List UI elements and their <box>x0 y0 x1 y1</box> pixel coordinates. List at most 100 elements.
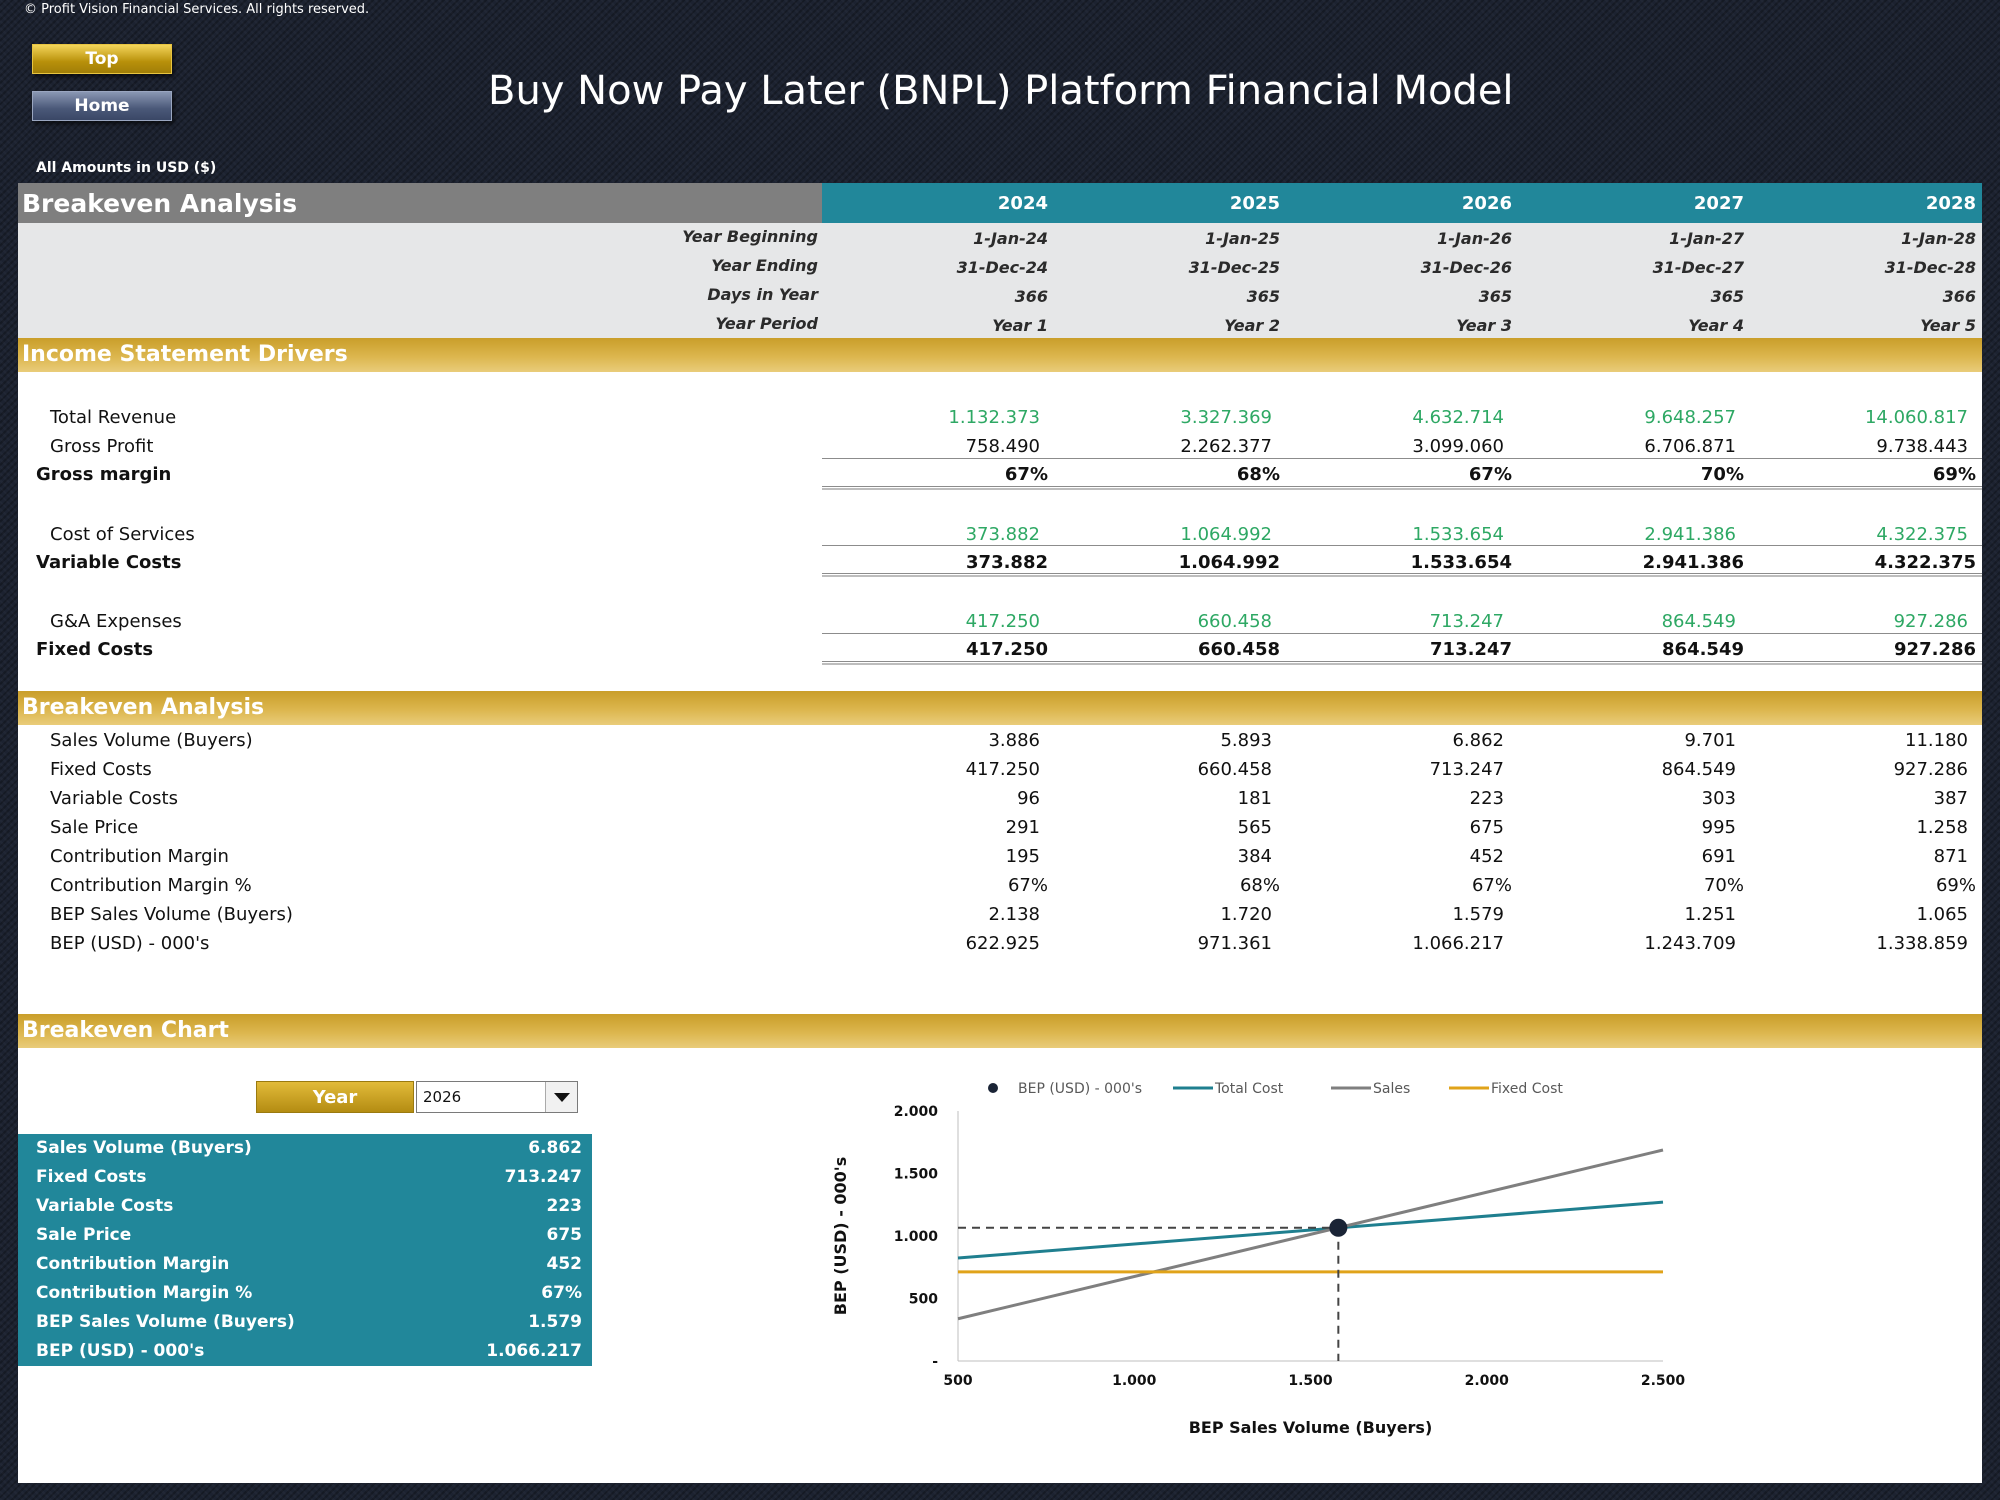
legend-label: Sales <box>1373 1081 1410 1097</box>
year-summary-panel: Sales Volume (Buyers) 6.862 Fixed Costs 713… <box>18 1134 592 1366</box>
timeline-label: Year Ending <box>711 256 818 275</box>
summary-label: Sale Price <box>36 1225 132 1245</box>
cell-value: 4.322.375 <box>1874 552 1976 573</box>
row-label: BEP (USD) - 000's <box>50 933 210 954</box>
cell-value: 9.701 <box>1684 730 1736 751</box>
cell-value: 387 <box>1933 788 1968 809</box>
breakeven-section-title: Breakeven Analysis <box>22 695 265 720</box>
cell-value: 417.250 <box>965 611 1040 632</box>
timeline-value: 1-Jan-25 <box>1205 229 1280 248</box>
y-tick-label: 1.000 <box>894 1229 939 1245</box>
cell-value: 1.533.654 <box>1412 524 1504 545</box>
timeline-value: Year 1 <box>992 316 1048 335</box>
cell-value: 67% <box>1004 464 1048 485</box>
cell-value: 9.738.443 <box>1876 436 1968 457</box>
cell-value: 675 <box>1469 817 1504 838</box>
cell-value: 14.060.817 <box>1864 407 1968 428</box>
row-label: Fixed Costs <box>50 759 152 780</box>
summary-value: 713.247 <box>504 1167 582 1187</box>
summary-label: BEP (USD) - 000's <box>36 1341 205 1361</box>
cell-value: 195 <box>1005 846 1040 867</box>
cell-value: 927.286 <box>1893 759 1968 780</box>
timeline-value: 31-Dec-26 <box>1420 258 1512 277</box>
timeline-value: 1-Jan-26 <box>1437 229 1512 248</box>
cell-value: 4.322.375 <box>1876 524 1968 545</box>
home-button[interactable]: Home <box>32 91 172 121</box>
cell-value: 373.882 <box>965 524 1040 545</box>
chart-section-title: Breakeven Chart <box>22 1018 229 1043</box>
summary-label: Contribution Margin <box>36 1254 230 1274</box>
legend-label: BEP (USD) - 000's <box>1018 1081 1142 1097</box>
sheet-title: Breakeven Analysis <box>22 189 298 218</box>
cell-value: 622.925 <box>965 933 1040 954</box>
row-label: G&A Expenses <box>50 611 182 632</box>
timeline-value: 366 <box>1014 287 1048 306</box>
copyright-text: © Profit Vision Financial Services. All … <box>24 2 370 17</box>
income-section-title: Income Statement Drivers <box>22 342 348 367</box>
timeline-value: 365 <box>1478 287 1512 306</box>
summary-label: Variable Costs <box>36 1196 174 1216</box>
summary-value: 675 <box>546 1225 583 1245</box>
cell-value: 6.706.871 <box>1644 436 1736 457</box>
y-tick-label: 500 <box>909 1292 938 1308</box>
summary-value: 6.862 <box>528 1138 582 1158</box>
timeline-value: 31-Dec-24 <box>956 258 1048 277</box>
page-title: Buy Now Pay Later (BNPL) Platform Financ… <box>488 68 1514 114</box>
cell-value: 2.262.377 <box>1180 436 1272 457</box>
cell-value: 68% <box>1239 875 1280 896</box>
cell-value: 1.258 <box>1916 817 1968 838</box>
y-tick-label: - <box>932 1354 938 1370</box>
summary-row: Contribution Margin 452 <box>18 1250 592 1279</box>
legend-label: Total Cost <box>1214 1081 1284 1097</box>
timeline-value: 366 <box>1942 287 1976 306</box>
row-label: Sale Price <box>50 817 139 838</box>
timeline-value: 31-Dec-28 <box>1884 258 1976 277</box>
cell-value: 3.886 <box>988 730 1040 751</box>
chevron-down-icon[interactable] <box>545 1082 577 1112</box>
y-axis-title: BEP (USD) - 000's <box>831 1157 850 1315</box>
legend-label: Fixed Cost <box>1491 1081 1563 1097</box>
cell-value: 452 <box>1469 846 1504 867</box>
summary-value: 1.066.217 <box>486 1341 582 1361</box>
summary-row: Sales Volume (Buyers) 6.862 <box>18 1134 592 1163</box>
cell-value: 2.138 <box>988 904 1040 925</box>
x-axis-title: BEP Sales Volume (Buyers) <box>1189 1418 1433 1437</box>
row-label: Contribution Margin <box>50 846 229 867</box>
x-tick-label: 2.500 <box>1641 1373 1686 1389</box>
cell-value: 1.066.217 <box>1412 933 1504 954</box>
row-label: Sales Volume (Buyers) <box>50 730 253 751</box>
timeline-value: 1-Jan-28 <box>1901 229 1976 248</box>
underline <box>822 633 1982 634</box>
timeline-label: Year Period <box>715 314 818 333</box>
cell-value: 864.549 <box>1662 639 1744 660</box>
cell-value: 660.458 <box>1197 759 1272 780</box>
legend-marker-bep <box>988 1083 998 1093</box>
year-dropdown[interactable]: 2026 <box>416 1081 578 1113</box>
top-button[interactable]: Top <box>32 44 172 74</box>
underline <box>822 458 1982 459</box>
cell-value: 927.286 <box>1893 611 1968 632</box>
cell-value: 713.247 <box>1430 639 1512 660</box>
cell-value: 303 <box>1701 788 1736 809</box>
row-label: Variable Costs <box>36 552 182 573</box>
row-label: Contribution Margin % <box>50 875 252 896</box>
cell-value: 68% <box>1236 464 1280 485</box>
timeline-value: Year 2 <box>1224 316 1280 335</box>
sheet-header: Breakeven Analysis <box>18 183 822 223</box>
cell-value: 971.361 <box>1197 933 1272 954</box>
timeline-value: 31-Dec-27 <box>1652 258 1744 277</box>
bep-point <box>1329 1218 1348 1237</box>
summary-row: Contribution Margin % 67% <box>18 1279 592 1308</box>
cell-value: 1.251 <box>1684 904 1736 925</box>
series-line-sales <box>957 1148 1664 1321</box>
timeline-value: 365 <box>1246 287 1280 306</box>
cell-value: 864.549 <box>1661 759 1736 780</box>
summary-label: Sales Volume (Buyers) <box>36 1138 252 1158</box>
cell-value: 70% <box>1703 875 1744 896</box>
cell-value: 4.632.714 <box>1412 407 1504 428</box>
y-tick-label: 1.500 <box>894 1167 939 1183</box>
cell-value: 3.099.060 <box>1412 436 1504 457</box>
cell-value: 291 <box>1005 817 1040 838</box>
cell-value: 565 <box>1237 817 1272 838</box>
